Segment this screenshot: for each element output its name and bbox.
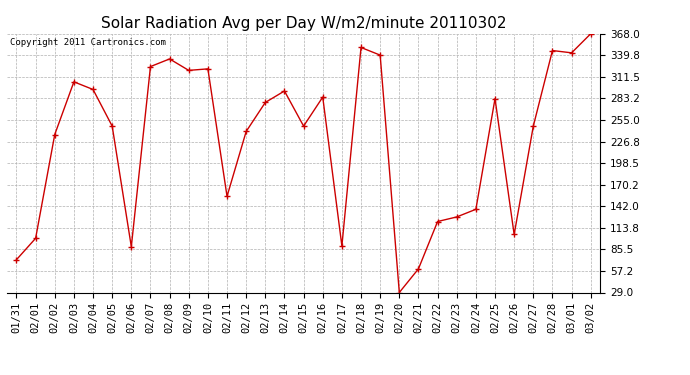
Text: Copyright 2011 Cartronics.com: Copyright 2011 Cartronics.com [10, 38, 166, 46]
Title: Solar Radiation Avg per Day W/m2/minute 20110302: Solar Radiation Avg per Day W/m2/minute … [101, 16, 506, 31]
